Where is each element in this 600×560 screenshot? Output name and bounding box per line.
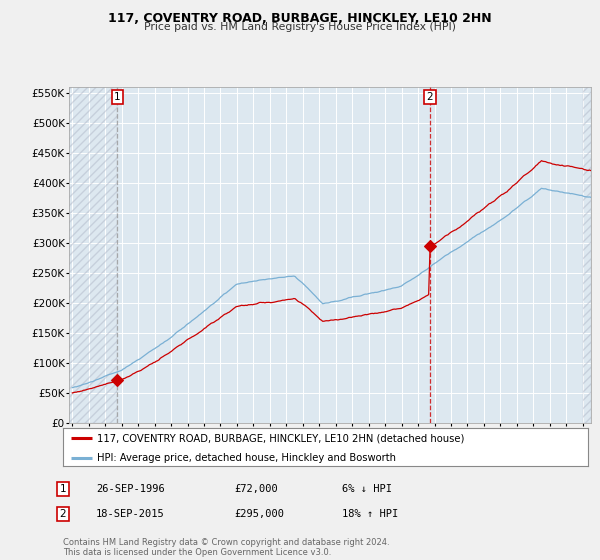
Text: 1: 1 [114, 92, 121, 102]
Text: 26-SEP-1996: 26-SEP-1996 [96, 484, 165, 494]
Text: 1: 1 [59, 484, 67, 494]
Text: £295,000: £295,000 [234, 509, 284, 519]
Text: Contains HM Land Registry data © Crown copyright and database right 2024.
This d: Contains HM Land Registry data © Crown c… [63, 538, 389, 557]
Text: £72,000: £72,000 [234, 484, 278, 494]
Point [425, 241, 435, 250]
Point [112, 375, 122, 384]
Text: 2: 2 [59, 509, 67, 519]
Text: 117, COVENTRY ROAD, BURBAGE, HINCKLEY, LE10 2HN: 117, COVENTRY ROAD, BURBAGE, HINCKLEY, L… [108, 12, 492, 25]
Text: 18% ↑ HPI: 18% ↑ HPI [342, 509, 398, 519]
Text: 6% ↓ HPI: 6% ↓ HPI [342, 484, 392, 494]
Text: 18-SEP-2015: 18-SEP-2015 [96, 509, 165, 519]
Text: HPI: Average price, detached house, Hinckley and Bosworth: HPI: Average price, detached house, Hinc… [97, 452, 396, 463]
Text: Price paid vs. HM Land Registry's House Price Index (HPI): Price paid vs. HM Land Registry's House … [144, 22, 456, 32]
Text: 2: 2 [427, 92, 433, 102]
Text: 117, COVENTRY ROAD, BURBAGE, HINCKLEY, LE10 2HN (detached house): 117, COVENTRY ROAD, BURBAGE, HINCKLEY, L… [97, 433, 464, 443]
